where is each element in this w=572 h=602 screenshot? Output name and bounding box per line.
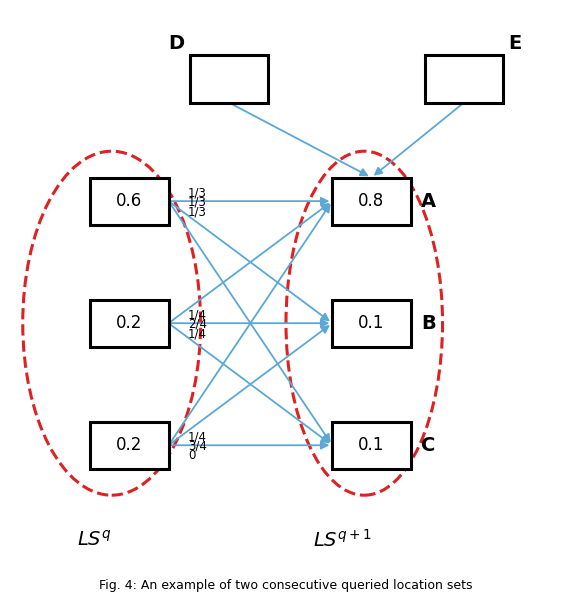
Bar — [332, 178, 411, 225]
Text: 0.2: 0.2 — [116, 314, 142, 332]
Text: 1/3: 1/3 — [188, 205, 206, 218]
Bar — [90, 421, 169, 469]
Bar — [90, 178, 169, 225]
Text: 0.1: 0.1 — [358, 314, 384, 332]
Text: 0.1: 0.1 — [358, 436, 384, 455]
Bar — [190, 55, 268, 103]
Text: C: C — [421, 436, 435, 455]
Text: 1/4: 1/4 — [188, 308, 207, 321]
Text: B: B — [421, 314, 436, 333]
Text: 1/4: 1/4 — [188, 327, 207, 340]
Text: 0: 0 — [188, 449, 195, 462]
Text: 3/4: 3/4 — [188, 440, 206, 453]
Text: 2/4: 2/4 — [188, 318, 207, 331]
Text: Fig. 4: An example of two consecutive queried location sets: Fig. 4: An example of two consecutive qu… — [100, 579, 472, 592]
Text: D: D — [168, 34, 184, 53]
Bar — [332, 421, 411, 469]
Text: 0.6: 0.6 — [116, 192, 142, 210]
Text: 1/3: 1/3 — [188, 196, 206, 209]
Bar — [425, 55, 503, 103]
Text: 1/3: 1/3 — [188, 186, 206, 199]
Text: A: A — [421, 191, 436, 211]
Text: 1/4: 1/4 — [188, 430, 207, 444]
Text: 0.2: 0.2 — [116, 436, 142, 455]
Text: E: E — [509, 34, 522, 53]
Bar — [332, 300, 411, 347]
Text: $LS^{q+1}$: $LS^{q+1}$ — [313, 529, 372, 551]
Text: 0.8: 0.8 — [358, 192, 384, 210]
Bar — [90, 300, 169, 347]
Text: $LS^{q}$: $LS^{q}$ — [77, 530, 111, 550]
